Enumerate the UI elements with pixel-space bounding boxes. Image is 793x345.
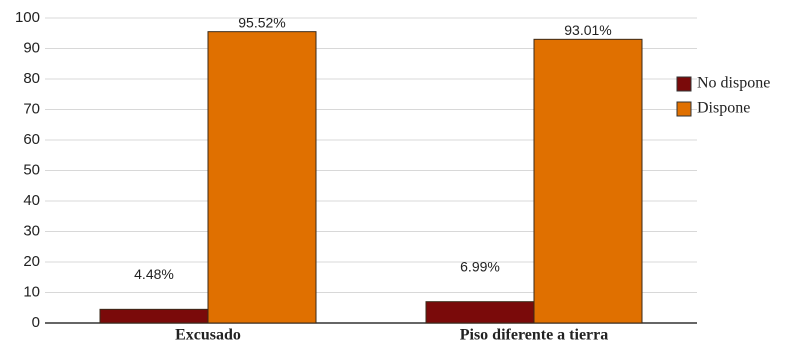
bar — [99, 308, 209, 324]
value-label: 93.01% — [564, 22, 611, 38]
y-tick-label: 10 — [23, 283, 40, 300]
value-label: 6.99% — [460, 258, 500, 274]
legend-label: No dispone — [697, 75, 770, 92]
y-tick-label: 70 — [23, 100, 40, 117]
y-tick-label: 60 — [23, 131, 40, 148]
y-tick-label: 0 — [32, 314, 40, 331]
y-tick-label: 30 — [23, 222, 40, 239]
y-tick-label: 80 — [23, 70, 40, 87]
y-tick-label: 50 — [23, 161, 40, 178]
legend-swatch — [676, 101, 692, 117]
y-tick-label: 90 — [23, 39, 40, 56]
y-tick-label: 100 — [15, 9, 40, 26]
bar — [533, 38, 643, 324]
bar — [207, 31, 317, 324]
y-tick-label: 40 — [23, 192, 40, 209]
value-label: 4.48% — [134, 266, 174, 282]
value-label: 95.52% — [238, 14, 285, 30]
legend-label: Dispone — [697, 100, 750, 117]
bar — [425, 301, 535, 324]
y-tick-label: 20 — [23, 253, 40, 270]
x-tick-label: Piso diferente a tierra — [460, 327, 609, 344]
legend-swatch — [676, 76, 692, 92]
x-tick-label: Excusado — [175, 327, 241, 344]
